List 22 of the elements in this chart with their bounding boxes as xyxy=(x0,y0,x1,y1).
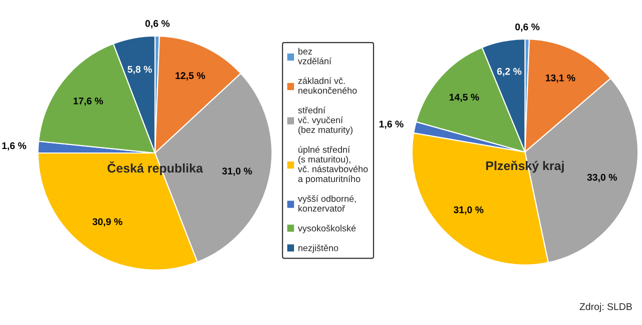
legend-label: základní vč. neukončeného xyxy=(298,77,357,94)
legend-label: úplné střední (s maturitou), vč. nástavbového a pomaturitního xyxy=(298,146,368,184)
data-label: 5,8 % xyxy=(128,66,152,74)
legend-label: bez vzdělání xyxy=(298,48,332,64)
data-label: 31,0 % xyxy=(222,168,252,176)
data-label: 0,6 % xyxy=(515,23,540,32)
data-label: 1,6 % xyxy=(379,120,404,129)
data-label: 33,0 % xyxy=(587,174,617,182)
legend-label: nezjištěno xyxy=(298,244,338,253)
data-label: 31,0 % xyxy=(454,206,484,215)
legend-label: vyšší odborné, konzervatoř xyxy=(298,195,356,212)
data-label: 13,1 % xyxy=(546,74,576,83)
legend-label: střední vč. vyučení (bez maturity) xyxy=(298,106,352,135)
data-label: 0,6 % xyxy=(145,20,170,28)
data-label: 12,5 % xyxy=(176,72,206,80)
data-label: 30,9 % xyxy=(92,218,122,227)
text: Zdroj: SLDB xyxy=(580,302,632,312)
data-label: 17,6 % xyxy=(74,98,103,106)
data-label: 14,5 % xyxy=(450,94,480,102)
data-label: 1,6 % xyxy=(2,142,26,151)
data-label: 6,2 % xyxy=(497,68,522,76)
legend-label: vysokoškolské xyxy=(298,224,356,234)
